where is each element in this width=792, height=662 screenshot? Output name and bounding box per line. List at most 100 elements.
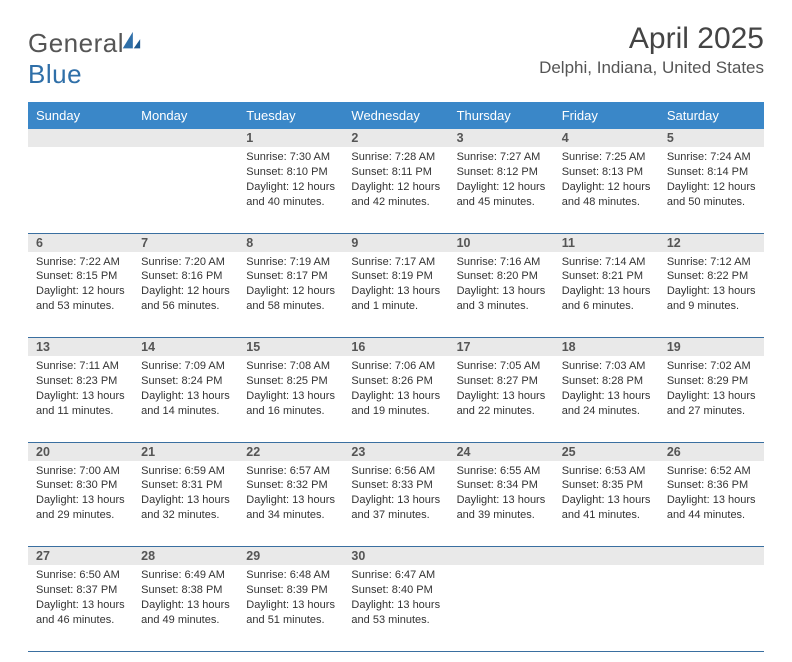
sunrise-text: Sunrise: 6:53 AM <box>562 464 651 479</box>
day-details: Sunrise: 6:56 AMSunset: 8:33 PMDaylight:… <box>343 461 448 529</box>
sunset-text: Sunset: 8:23 PM <box>36 374 125 389</box>
weekday-header: Saturday <box>659 102 764 129</box>
daynum-row: 27282930 <box>28 547 764 566</box>
sunset-text: Sunset: 8:33 PM <box>351 478 440 493</box>
sunset-text: Sunset: 8:27 PM <box>457 374 546 389</box>
page-header: GeneralBlue April 2025 Delphi, Indiana, … <box>28 22 764 90</box>
sunrise-text: Sunrise: 7:22 AM <box>36 255 125 270</box>
sunrise-text: Sunrise: 7:19 AM <box>246 255 335 270</box>
day-cell: Sunrise: 7:25 AMSunset: 8:13 PMDaylight:… <box>554 147 659 233</box>
day-number-cell: 8 <box>238 233 343 252</box>
day-number-cell: 24 <box>449 442 554 461</box>
sunrise-text: Sunrise: 7:30 AM <box>246 150 335 165</box>
sunrise-text: Sunrise: 6:57 AM <box>246 464 335 479</box>
day-cell: Sunrise: 7:30 AMSunset: 8:10 PMDaylight:… <box>238 147 343 233</box>
day-number-cell: 22 <box>238 442 343 461</box>
sunrise-text: Sunrise: 7:09 AM <box>141 359 230 374</box>
day-details: Sunrise: 7:16 AMSunset: 8:20 PMDaylight:… <box>449 252 554 320</box>
day-details: Sunrise: 6:47 AMSunset: 8:40 PMDaylight:… <box>343 565 448 633</box>
sunset-text: Sunset: 8:25 PM <box>246 374 335 389</box>
day-number-cell: 17 <box>449 338 554 357</box>
brand-text: GeneralBlue <box>28 28 142 90</box>
daylight-text: Daylight: 13 hours and 11 minutes. <box>36 389 125 419</box>
calendar-body: 12345Sunrise: 7:30 AMSunset: 8:10 PMDayl… <box>28 129 764 651</box>
day-details: Sunrise: 7:20 AMSunset: 8:16 PMDaylight:… <box>133 252 238 320</box>
day-details: Sunrise: 6:57 AMSunset: 8:32 PMDaylight:… <box>238 461 343 529</box>
sunset-text: Sunset: 8:11 PM <box>351 165 440 180</box>
day-number-cell: 3 <box>449 129 554 147</box>
day-cell: Sunrise: 7:27 AMSunset: 8:12 PMDaylight:… <box>449 147 554 233</box>
day-number-cell: 7 <box>133 233 238 252</box>
day-cell: Sunrise: 6:48 AMSunset: 8:39 PMDaylight:… <box>238 565 343 651</box>
sunset-text: Sunset: 8:35 PM <box>562 478 651 493</box>
daylight-text: Daylight: 13 hours and 51 minutes. <box>246 598 335 628</box>
sunrise-text: Sunrise: 7:08 AM <box>246 359 335 374</box>
week-row: Sunrise: 7:00 AMSunset: 8:30 PMDaylight:… <box>28 461 764 547</box>
day-number-cell: 6 <box>28 233 133 252</box>
sunrise-text: Sunrise: 6:48 AM <box>246 568 335 583</box>
day-details: Sunrise: 7:08 AMSunset: 8:25 PMDaylight:… <box>238 356 343 424</box>
day-cell: Sunrise: 6:49 AMSunset: 8:38 PMDaylight:… <box>133 565 238 651</box>
day-details: Sunrise: 7:14 AMSunset: 8:21 PMDaylight:… <box>554 252 659 320</box>
daynum-row: 13141516171819 <box>28 338 764 357</box>
day-number-cell: 1 <box>238 129 343 147</box>
day-details: Sunrise: 6:53 AMSunset: 8:35 PMDaylight:… <box>554 461 659 529</box>
day-cell: Sunrise: 7:17 AMSunset: 8:19 PMDaylight:… <box>343 252 448 338</box>
day-cell <box>133 147 238 233</box>
sunrise-text: Sunrise: 7:27 AM <box>457 150 546 165</box>
week-row: Sunrise: 7:22 AMSunset: 8:15 PMDaylight:… <box>28 252 764 338</box>
day-cell: Sunrise: 7:14 AMSunset: 8:21 PMDaylight:… <box>554 252 659 338</box>
day-number-cell: 30 <box>343 547 448 566</box>
sunrise-text: Sunrise: 6:59 AM <box>141 464 230 479</box>
day-cell: Sunrise: 6:59 AMSunset: 8:31 PMDaylight:… <box>133 461 238 547</box>
daylight-text: Daylight: 12 hours and 58 minutes. <box>246 284 335 314</box>
weekday-header: Sunday <box>28 102 133 129</box>
day-cell: Sunrise: 7:11 AMSunset: 8:23 PMDaylight:… <box>28 356 133 442</box>
daylight-text: Daylight: 12 hours and 53 minutes. <box>36 284 125 314</box>
day-details: Sunrise: 7:03 AMSunset: 8:28 PMDaylight:… <box>554 356 659 424</box>
daylight-text: Daylight: 13 hours and 53 minutes. <box>351 598 440 628</box>
day-cell: Sunrise: 7:12 AMSunset: 8:22 PMDaylight:… <box>659 252 764 338</box>
sunrise-text: Sunrise: 6:55 AM <box>457 464 546 479</box>
day-cell: Sunrise: 7:16 AMSunset: 8:20 PMDaylight:… <box>449 252 554 338</box>
sunset-text: Sunset: 8:34 PM <box>457 478 546 493</box>
day-cell: Sunrise: 7:22 AMSunset: 8:15 PMDaylight:… <box>28 252 133 338</box>
sunrise-text: Sunrise: 7:06 AM <box>351 359 440 374</box>
sunset-text: Sunset: 8:14 PM <box>667 165 756 180</box>
sunset-text: Sunset: 8:40 PM <box>351 583 440 598</box>
sunset-text: Sunset: 8:30 PM <box>36 478 125 493</box>
daylight-text: Daylight: 13 hours and 22 minutes. <box>457 389 546 419</box>
daynum-row: 6789101112 <box>28 233 764 252</box>
sunrise-text: Sunrise: 6:50 AM <box>36 568 125 583</box>
daylight-text: Daylight: 13 hours and 44 minutes. <box>667 493 756 523</box>
day-details: Sunrise: 6:50 AMSunset: 8:37 PMDaylight:… <box>28 565 133 633</box>
day-number-cell: 29 <box>238 547 343 566</box>
daylight-text: Daylight: 13 hours and 46 minutes. <box>36 598 125 628</box>
day-number-cell: 10 <box>449 233 554 252</box>
sunrise-text: Sunrise: 6:52 AM <box>667 464 756 479</box>
day-cell: Sunrise: 6:47 AMSunset: 8:40 PMDaylight:… <box>343 565 448 651</box>
day-cell: Sunrise: 7:08 AMSunset: 8:25 PMDaylight:… <box>238 356 343 442</box>
day-details: Sunrise: 6:52 AMSunset: 8:36 PMDaylight:… <box>659 461 764 529</box>
sunset-text: Sunset: 8:37 PM <box>36 583 125 598</box>
day-cell: Sunrise: 7:03 AMSunset: 8:28 PMDaylight:… <box>554 356 659 442</box>
weekday-header: Friday <box>554 102 659 129</box>
day-number-cell: 20 <box>28 442 133 461</box>
sunset-text: Sunset: 8:21 PM <box>562 269 651 284</box>
sunset-text: Sunset: 8:24 PM <box>141 374 230 389</box>
day-cell: Sunrise: 7:02 AMSunset: 8:29 PMDaylight:… <box>659 356 764 442</box>
day-details: Sunrise: 7:22 AMSunset: 8:15 PMDaylight:… <box>28 252 133 320</box>
day-number-cell: 18 <box>554 338 659 357</box>
day-details: Sunrise: 7:25 AMSunset: 8:13 PMDaylight:… <box>554 147 659 215</box>
daylight-text: Daylight: 12 hours and 56 minutes. <box>141 284 230 314</box>
sunrise-text: Sunrise: 7:16 AM <box>457 255 546 270</box>
daylight-text: Daylight: 13 hours and 9 minutes. <box>667 284 756 314</box>
sunset-text: Sunset: 8:36 PM <box>667 478 756 493</box>
day-number-cell <box>449 547 554 566</box>
sunset-text: Sunset: 8:13 PM <box>562 165 651 180</box>
sunrise-text: Sunrise: 7:05 AM <box>457 359 546 374</box>
day-number-cell: 21 <box>133 442 238 461</box>
daylight-text: Daylight: 13 hours and 19 minutes. <box>351 389 440 419</box>
weekday-header-row: SundayMondayTuesdayWednesdayThursdayFrid… <box>28 102 764 129</box>
day-number-cell: 26 <box>659 442 764 461</box>
